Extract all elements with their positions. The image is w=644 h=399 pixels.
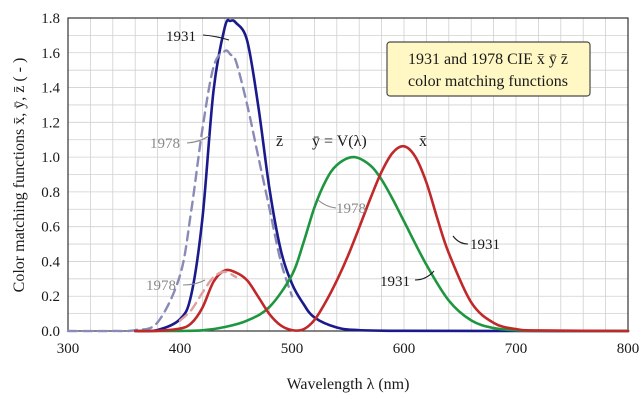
title-box-line2: color matching functions (408, 73, 568, 90)
curve-label-y: ȳ = V(λ) (312, 133, 367, 150)
plot-frame (67, 17, 629, 332)
leader-1978-z (186, 135, 210, 144)
curve-label-x: x̄ (419, 133, 427, 150)
y-tick-label: 1.4 (41, 81, 60, 97)
y-tick-label: 0.0 (41, 324, 60, 340)
annotation-1978-x: 1978 (146, 278, 176, 294)
x-tick-label: 300 (57, 341, 80, 357)
y-tick-label: 1.0 (41, 150, 60, 166)
annotation-leaders (182, 34, 469, 286)
y-tick-label: 0.4 (41, 254, 60, 270)
leader-1978-y (317, 199, 337, 209)
x-tick-labels: 300 400 500 600 700 800 (57, 341, 640, 357)
annotation-1931-z: 1931 (166, 29, 196, 45)
y-tick-labels: 0.0 0.2 0.4 0.6 0.8 1.0 1.2 1.4 1.6 1.8 (41, 11, 60, 340)
series-line-3 (133, 144, 630, 333)
x-tick-label: 700 (505, 341, 528, 357)
title-box: 1931 and 1978 CIE x̄ ȳ z̄ color matching… (386, 41, 591, 97)
title-box-line1: 1931 and 1978 CIE x̄ ȳ z̄ (408, 51, 568, 68)
y-tick-label: 1.8 (41, 11, 60, 27)
x-tick-label: 800 (617, 341, 640, 357)
title-box-frame (386, 41, 591, 97)
leader-1931-y (414, 270, 435, 281)
x-axis-title: Wavelength λ (nm) (287, 376, 410, 393)
leader-1931-z (202, 34, 230, 41)
x-tick-label: 400 (169, 341, 192, 357)
series-line-4 (178, 270, 238, 322)
series-line-1 (66, 49, 294, 333)
x-tick-label: 600 (393, 341, 416, 357)
leader-1978-x (182, 279, 206, 286)
series-line-2 (133, 155, 630, 333)
annotation-1931-x: 1931 (470, 237, 500, 253)
y-tick-label: 1.2 (41, 115, 60, 131)
y-tick-label: 0.8 (41, 185, 60, 201)
leader-1931-x (452, 235, 469, 245)
curves (66, 18, 630, 333)
annotation-1931-y: 1931 (380, 274, 410, 290)
curve-label-z: z̄ (276, 133, 283, 150)
y-tick-label: 0.6 (41, 220, 60, 236)
y-tick-label: 0.2 (41, 289, 60, 305)
annotation-1978-y: 1978 (336, 201, 366, 217)
annotation-1978-z: 1978 (150, 136, 180, 152)
y-axis-title: Color matching functions x̄, ȳ, z̄ ( - ) (11, 58, 28, 293)
series-line-0 (133, 18, 630, 333)
x-tick-label: 500 (281, 341, 304, 357)
y-tick-label: 1.6 (41, 46, 60, 62)
